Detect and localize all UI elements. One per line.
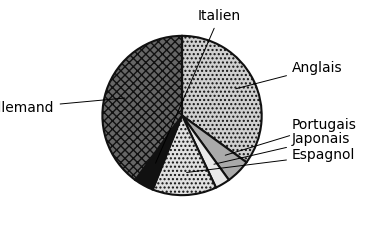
Text: Anglais: Anglais xyxy=(236,61,343,89)
Wedge shape xyxy=(135,116,182,190)
Text: Allemand: Allemand xyxy=(0,98,125,115)
Wedge shape xyxy=(182,36,262,162)
Text: Espagnol: Espagnol xyxy=(187,148,355,173)
Text: Japonais: Japonais xyxy=(214,132,350,164)
Text: Portugais: Portugais xyxy=(225,118,357,155)
Text: Italien: Italien xyxy=(156,9,241,163)
Wedge shape xyxy=(182,116,229,188)
Wedge shape xyxy=(182,116,247,180)
Wedge shape xyxy=(153,116,216,195)
Wedge shape xyxy=(103,36,182,180)
